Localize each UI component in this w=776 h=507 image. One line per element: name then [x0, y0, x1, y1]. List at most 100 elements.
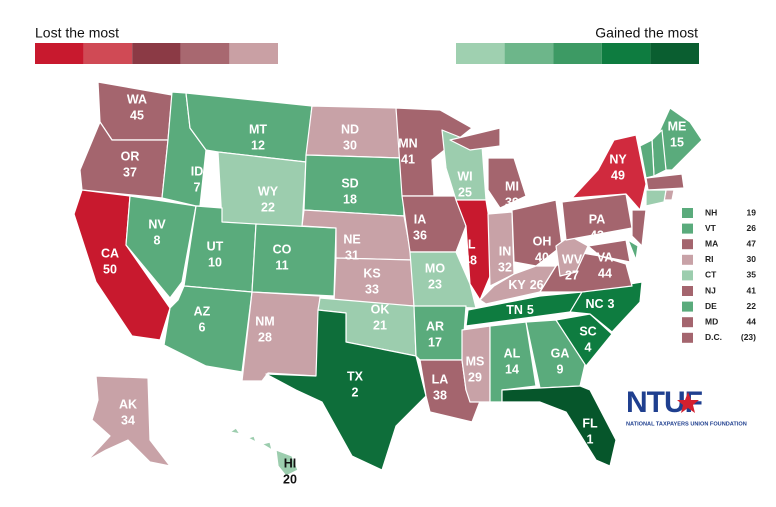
- state-label: NC 3: [585, 297, 614, 311]
- state-rank: 29: [468, 370, 482, 384]
- state-abbr: WV: [562, 252, 583, 266]
- state-abbr: ND: [341, 122, 359, 136]
- state-rank: 37: [123, 165, 137, 179]
- state-rank: 32: [498, 260, 512, 274]
- state-abbr: OK: [371, 302, 390, 316]
- state-rank: 7: [194, 180, 201, 194]
- legend-gained-label: Gained the most: [595, 25, 698, 41]
- table-rank: (23): [741, 332, 756, 342]
- state-rank: 17: [428, 335, 442, 349]
- table-rank: 19: [747, 207, 757, 217]
- state-abbr: KS: [363, 266, 380, 280]
- state-shape: [645, 189, 667, 207]
- state-rank: 40: [535, 250, 549, 264]
- table-abbr: DE: [705, 301, 717, 311]
- state-rank: 14: [505, 362, 519, 376]
- state-rank: 36: [413, 228, 427, 242]
- state-rank: 6: [199, 320, 206, 334]
- table-abbr: NH: [705, 207, 717, 217]
- state-rank: 25: [458, 185, 472, 199]
- state-rank: 43: [590, 228, 604, 242]
- state-abbr: ME: [668, 119, 687, 133]
- state-abbr: LA: [432, 372, 449, 386]
- state-shape: [511, 199, 563, 267]
- state-rank: 1: [587, 432, 594, 446]
- logo-star: [677, 392, 699, 413]
- state-abbr: KY: [508, 278, 526, 292]
- state-abbr: PA: [589, 212, 605, 226]
- legend-swatch: [553, 43, 602, 64]
- state-rank: 8: [154, 233, 161, 247]
- state-rank: 50: [103, 262, 117, 276]
- state-shape: [125, 195, 197, 299]
- state-rank: 20: [283, 472, 297, 486]
- state-rank: 34: [121, 413, 135, 427]
- logo: NTUF NATIONAL TAXPAYERS UNION FOUNDATION: [626, 386, 747, 428]
- state-abbr: ID: [191, 164, 204, 178]
- table-abbr: CT: [705, 270, 717, 280]
- legend-swatch: [35, 43, 84, 64]
- state-abbr: TN: [506, 303, 523, 317]
- legend-lost-label: Lost the most: [35, 25, 119, 41]
- states: [73, 81, 703, 477]
- state-rank: 15: [670, 135, 684, 149]
- table-abbr: MA: [705, 238, 718, 248]
- state-shape: [587, 239, 631, 263]
- table-swatch: [682, 286, 693, 296]
- state-shape: [631, 209, 647, 247]
- table-swatch: [682, 223, 693, 234]
- state-rank: 3: [608, 297, 615, 311]
- state-abbr: CA: [101, 246, 119, 260]
- state-shape: [251, 223, 337, 297]
- table-swatch: [682, 254, 693, 265]
- state-abbr: AR: [426, 319, 444, 333]
- state-abbr: NY: [609, 152, 627, 166]
- state-rank: 26: [530, 278, 544, 292]
- state-rank: 49: [611, 168, 625, 182]
- state-rank: 38: [433, 388, 447, 402]
- state-rank: 9: [557, 362, 564, 376]
- state-abbr: AK: [119, 397, 137, 411]
- state-rank: 27: [565, 268, 579, 282]
- table-rank: 35: [747, 270, 757, 280]
- state-rank: 45: [130, 108, 144, 122]
- state-abbr: WY: [258, 184, 279, 198]
- legend-swatch: [456, 43, 505, 64]
- table-rank: 41: [747, 285, 757, 295]
- table-rank: 22: [747, 301, 757, 311]
- table-abbr: MD: [705, 316, 718, 326]
- legend-swatch: [229, 43, 278, 64]
- table-abbr: RI: [705, 254, 714, 264]
- state-abbr: MO: [425, 261, 445, 275]
- state-abbr: FL: [582, 416, 598, 430]
- state-rank: 12: [251, 138, 265, 152]
- state-label: TN 5: [506, 303, 534, 317]
- state-abbr: IN: [499, 244, 512, 258]
- state-rank: 41: [401, 152, 415, 166]
- table-rank: 26: [747, 223, 757, 233]
- state-shape: [639, 139, 655, 179]
- state-rank: 30: [343, 138, 357, 152]
- state-abbr: GA: [551, 346, 570, 360]
- state-abbr: VA: [597, 250, 613, 264]
- state-shape: [645, 173, 685, 191]
- state-abbr: UT: [207, 239, 224, 253]
- state-shape: [163, 285, 253, 373]
- state-rank: 44: [598, 266, 612, 280]
- state-shape: [571, 134, 647, 211]
- table-swatch: [682, 332, 693, 343]
- state-abbr: AZ: [194, 304, 211, 318]
- state-rank: 2: [352, 385, 359, 399]
- table-swatch: [682, 208, 693, 218]
- state-abbr: IL: [464, 237, 475, 251]
- logo-full-name: NATIONAL TAXPAYERS UNION FOUNDATION: [626, 421, 747, 427]
- legend-swatch: [132, 43, 181, 64]
- state-shape: [501, 385, 617, 467]
- state-abbr: WI: [457, 169, 472, 183]
- table-swatch: [682, 317, 693, 328]
- state-rank: 48: [463, 253, 477, 267]
- state-rank: 39: [505, 195, 519, 209]
- state-rank: 10: [208, 255, 222, 269]
- legend-swatch: [601, 43, 651, 64]
- state-abbr: MN: [398, 136, 417, 150]
